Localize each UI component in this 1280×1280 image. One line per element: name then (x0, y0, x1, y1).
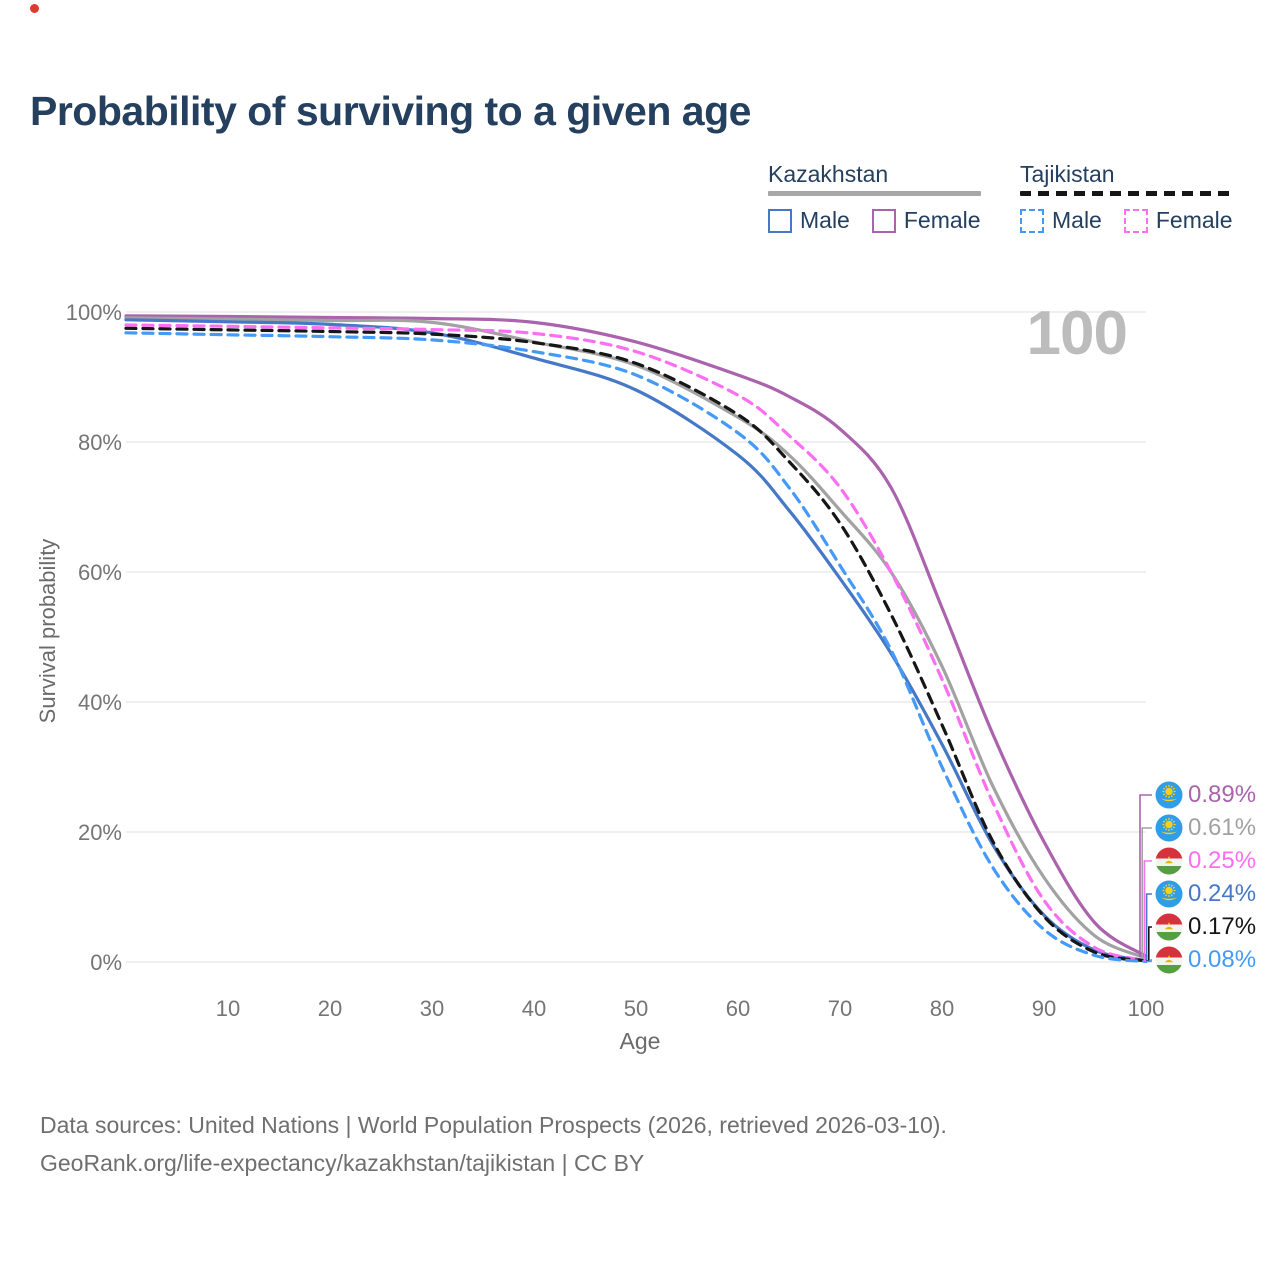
footer: Data sources: United Nations | World Pop… (40, 1106, 947, 1182)
legend-group-kazakhstan: Kazakhstan Male Female (768, 161, 981, 234)
x-axis-title: Age (619, 1028, 661, 1054)
x-tick-label: 30 (419, 996, 445, 1021)
tajikistan-female-checkbox[interactable] (1123, 208, 1148, 233)
y-tick-label: 100% (65, 300, 122, 325)
kazakhstan-flag-icon (1155, 880, 1183, 908)
end-label-kazakhstan-male: 0.24% (1188, 880, 1257, 907)
tajikistan-male-checkbox[interactable] (1020, 208, 1044, 233)
y-tick-label: 40% (77, 690, 122, 715)
kazakhstan-female-checkbox[interactable] (871, 208, 896, 233)
legend-label: Female (903, 207, 981, 233)
tajikistan-flag-icon (1155, 847, 1183, 875)
series-line-tajikistan-female (124, 323, 1148, 962)
footer-attribution: GeoRank.org/life-expectancy/kazakhstan/t… (40, 1150, 645, 1176)
series-line-kazakhstan-female (124, 314, 1148, 958)
legend-country-tajikistan[interactable]: Tajikistan (1020, 161, 1115, 187)
end-label-kazakhstan-both-sexes: 0.61% (1188, 814, 1257, 841)
x-tick-label: 40 (521, 996, 547, 1021)
series-line-kazakhstan-both-sexes (124, 316, 1148, 960)
y-tick-label: 20% (77, 820, 122, 845)
end-label-tajikistan-both-sexes: 0.17% (1188, 913, 1257, 940)
legend-country-kazakhstan[interactable]: Kazakhstan (768, 161, 889, 187)
leader-line (1143, 860, 1152, 962)
y-tick-label: 80% (77, 430, 122, 455)
legend-label: Female (1155, 207, 1233, 233)
legend-item-kazakhstan-male[interactable]: Male (768, 207, 850, 234)
page-title: Probability of surviving to a given age (30, 88, 751, 134)
legend-label: Male (800, 207, 850, 233)
tajikistan-flag-icon (1155, 913, 1183, 941)
legend-label: Male (1052, 207, 1102, 233)
end-label-kazakhstan-female: 0.89% (1188, 781, 1257, 808)
kazakhstan-male-checkbox[interactable] (768, 208, 792, 233)
tajikistan-flag-icon (1155, 946, 1183, 974)
x-tick-label: 10 (215, 996, 241, 1021)
x-tick-label: 50 (623, 996, 649, 1021)
x-tick-label: 70 (827, 996, 853, 1021)
series-line-tajikistan-both-sexes (124, 326, 1148, 963)
end-label-tajikistan-female: 0.25% (1188, 847, 1257, 874)
tajikistan-line-sample (1020, 191, 1233, 196)
kazakhstan-flag-icon (1155, 781, 1183, 809)
legend-item-kazakhstan-female[interactable]: Female (871, 207, 981, 234)
end-label-tajikistan-male: 0.08% (1188, 946, 1257, 973)
footer-sources: Data sources: United Nations | World Pop… (40, 1112, 947, 1138)
legend-item-tajikistan-male[interactable]: Male (1020, 207, 1102, 234)
kazakhstan-line-sample (768, 191, 981, 196)
legend-group-tajikistan: Tajikistan Male Female (1020, 161, 1233, 234)
series-line-kazakhstan-male (124, 318, 1148, 962)
series-line-tajikistan-male (124, 331, 1148, 964)
legend-item-tajikistan-female[interactable]: Female (1123, 207, 1233, 234)
x-tick-label: 60 (725, 996, 751, 1021)
kazakhstan-flag-icon (1155, 814, 1183, 842)
x-tick-label: 90 (1031, 996, 1057, 1021)
y-tick-label: 60% (77, 560, 122, 585)
leader-line (1146, 959, 1152, 963)
x-tick-label: 80 (929, 996, 955, 1021)
age-counter-watermark: 100 (1026, 299, 1128, 368)
y-tick-label: 0% (90, 950, 122, 975)
x-tick-label: 100 (1127, 996, 1165, 1021)
x-tick-label: 20 (317, 996, 343, 1021)
red-dot (30, 4, 39, 13)
